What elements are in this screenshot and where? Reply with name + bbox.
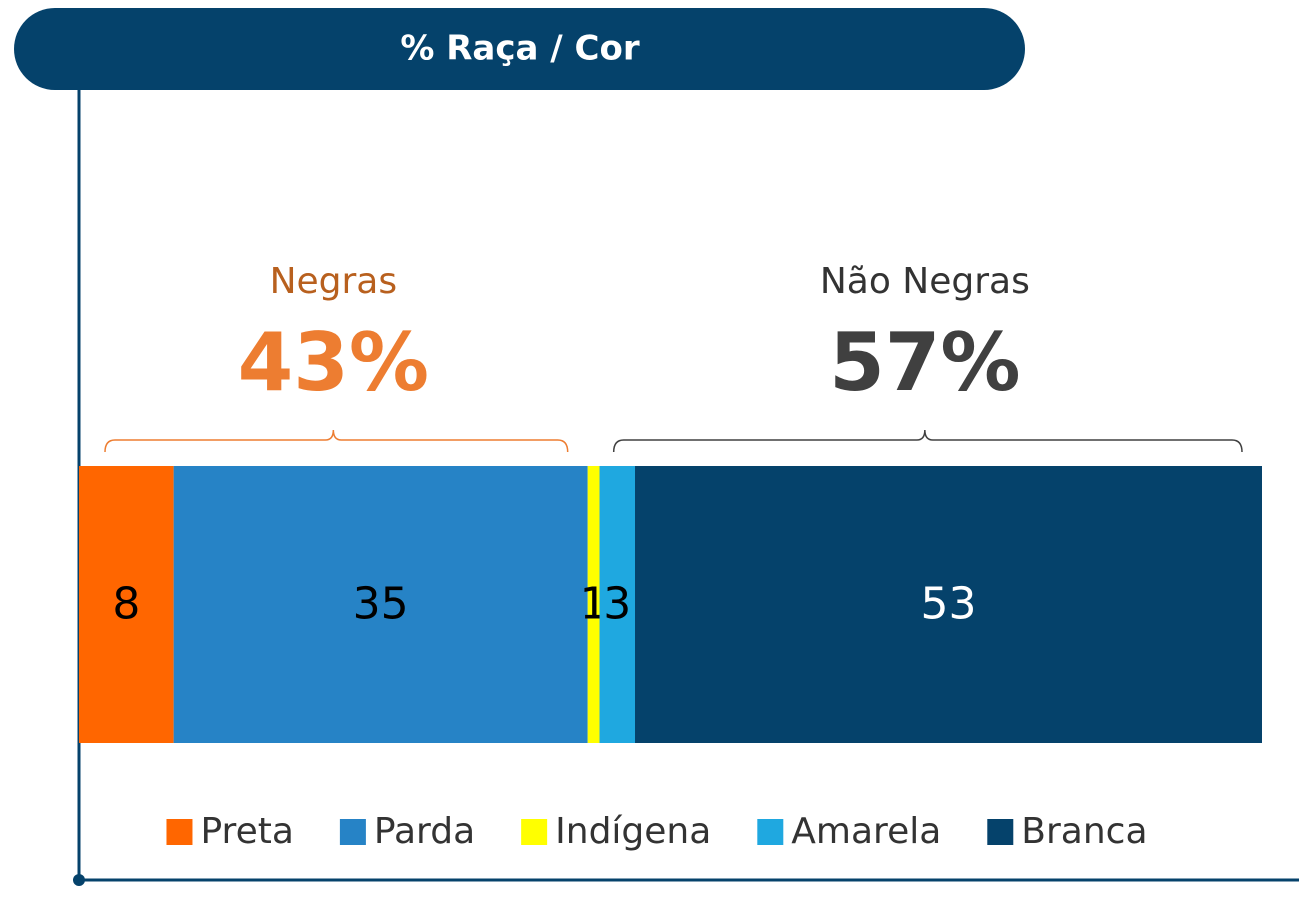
bar-segment [599,466,636,743]
data-label: 53 [921,579,977,630]
data-label: 35 [353,579,409,630]
legend-label: Indígena [555,811,711,852]
group-value: 43% [238,316,429,409]
legend-label: Preta [200,811,293,852]
bar-segment [79,466,174,743]
group-name: Negras [270,261,398,302]
group-value: 57% [829,316,1020,409]
group-brace [612,429,1243,453]
frame-dot [73,874,85,886]
bar-segment [635,466,1262,743]
group-brace [104,429,569,453]
legend-swatch [339,819,366,845]
legend-swatch [987,819,1014,845]
data-label: 3 [603,579,631,630]
legend-swatch [757,819,784,845]
chart-title: % Raça / Cor [400,29,640,69]
legend-label: Amarela [791,811,941,852]
legend-swatch [521,819,548,845]
legend-label: Branca [1021,811,1147,852]
group-name: Não Negras [820,261,1030,302]
legend-swatch [166,819,193,845]
bar-segment [173,466,588,743]
data-label: 8 [112,579,140,630]
bar-segment [587,466,600,743]
title-banner [14,8,1025,90]
legend-label: Parda [374,811,475,852]
legend: Preta Parda Indígena Amarela Branca [166,811,1148,852]
